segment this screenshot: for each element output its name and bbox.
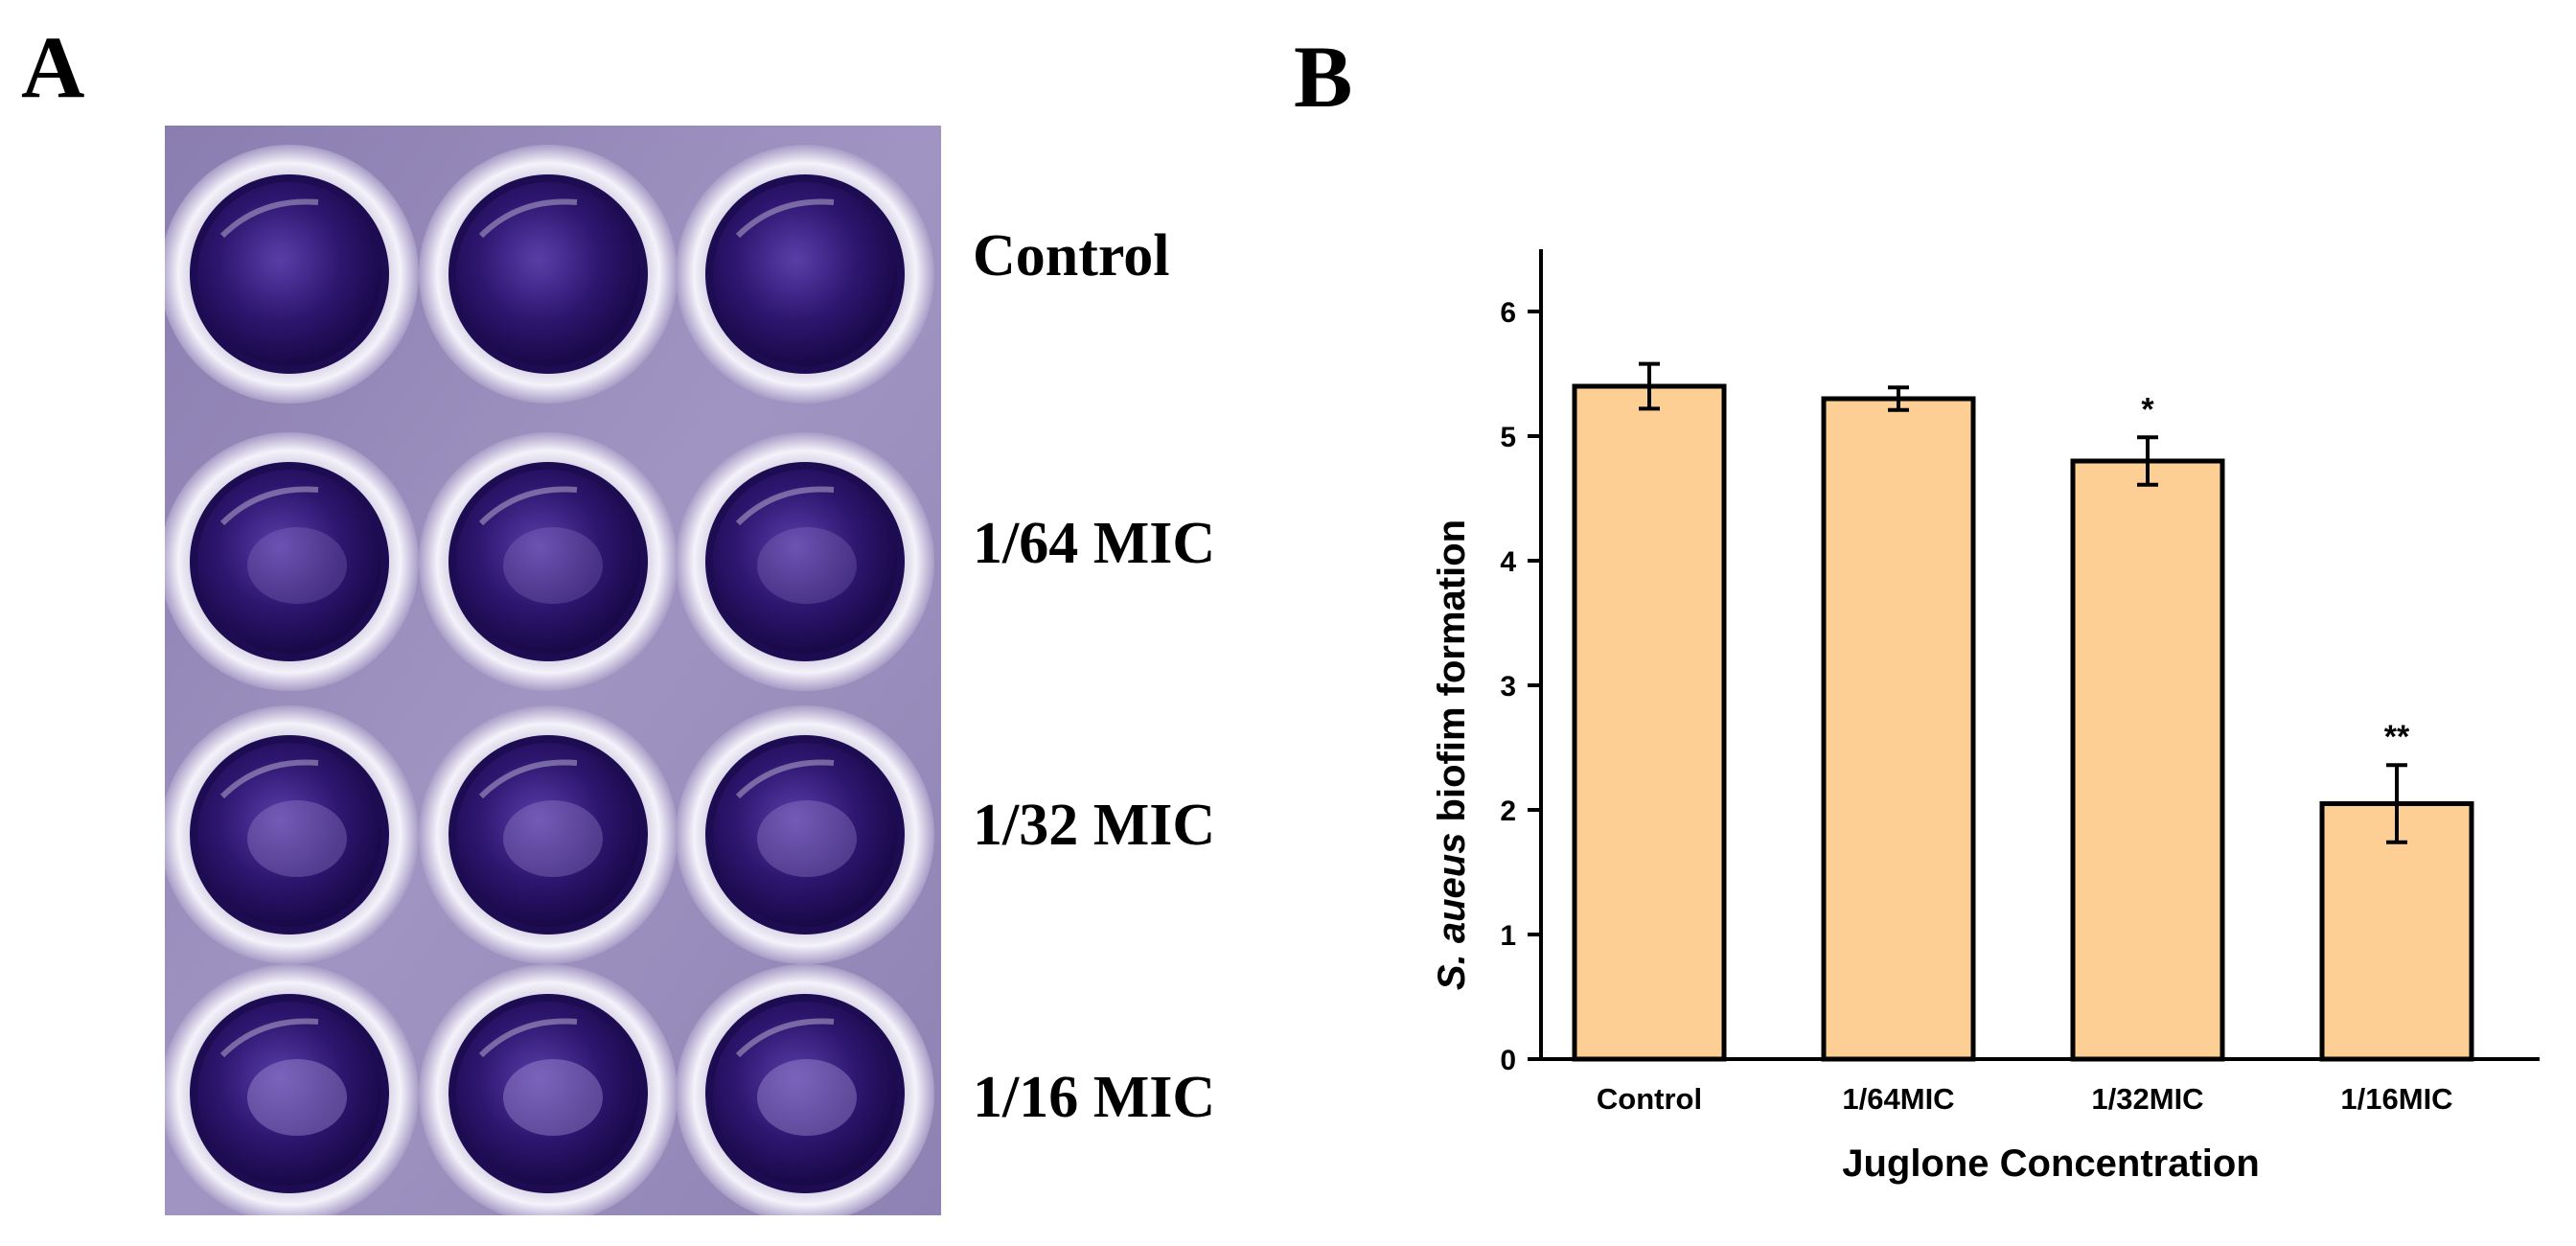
- well: [676, 432, 934, 691]
- error-bar: [2137, 435, 2158, 487]
- y-tick-label: 0: [1500, 1045, 1516, 1076]
- error-bar: [2386, 763, 2407, 844]
- well: [676, 705, 934, 964]
- well: [676, 964, 934, 1215]
- row-label-1-64-mic: 1/64 MIC: [973, 511, 1216, 576]
- panel-a-letter: A: [21, 18, 85, 116]
- well: [676, 145, 934, 404]
- x-tick-label: 1/64MIC: [1842, 1082, 1954, 1116]
- y-tick-label: 2: [1500, 796, 1516, 827]
- x-tick-label: 1/16MIC: [2340, 1082, 2452, 1116]
- y-axis-title: S. aueus biofim formation: [1431, 519, 1473, 990]
- bar: [2319, 801, 2474, 1062]
- significance-marker: **: [2384, 719, 2410, 755]
- error-bar: [1888, 385, 1909, 412]
- well: [419, 432, 678, 691]
- well: [165, 145, 419, 404]
- well: [419, 705, 678, 964]
- bar: [2070, 458, 2225, 1062]
- y-tick-label: 4: [1500, 546, 1516, 578]
- x-tick-label: Control: [1597, 1082, 1702, 1116]
- well: [419, 145, 678, 404]
- x-axis-title: Juglone Concentration: [1842, 1142, 2260, 1185]
- well-plate-photo: [165, 126, 941, 1215]
- y-tick-label: 1: [1500, 920, 1516, 952]
- x-tick-label: 1/32MIC: [2091, 1082, 2203, 1116]
- significance-marker: *: [2141, 391, 2154, 427]
- row-label-control: Control: [973, 223, 1170, 288]
- bar: [1821, 396, 1976, 1062]
- y-tick-label: 3: [1500, 671, 1516, 703]
- row-label-1-32-mic: 1/32 MIC: [973, 793, 1216, 858]
- panel-b-letter: B: [1294, 28, 1353, 126]
- bar: [1572, 383, 1727, 1062]
- well: [165, 432, 419, 691]
- row-label-1-16-mic: 1/16 MIC: [973, 1065, 1216, 1130]
- biofilm-bar-chart: 0 1 2 3 4 5 6 Control 1/64MIC * 1/32MIC ** 1/16MIC Ju…: [1431, 249, 2540, 1185]
- y-tick-label: 5: [1500, 422, 1516, 453]
- error-bar: [1639, 361, 1660, 411]
- well: [165, 964, 419, 1215]
- well: [165, 705, 419, 964]
- well: [419, 964, 678, 1215]
- y-tick-label: 6: [1500, 297, 1516, 329]
